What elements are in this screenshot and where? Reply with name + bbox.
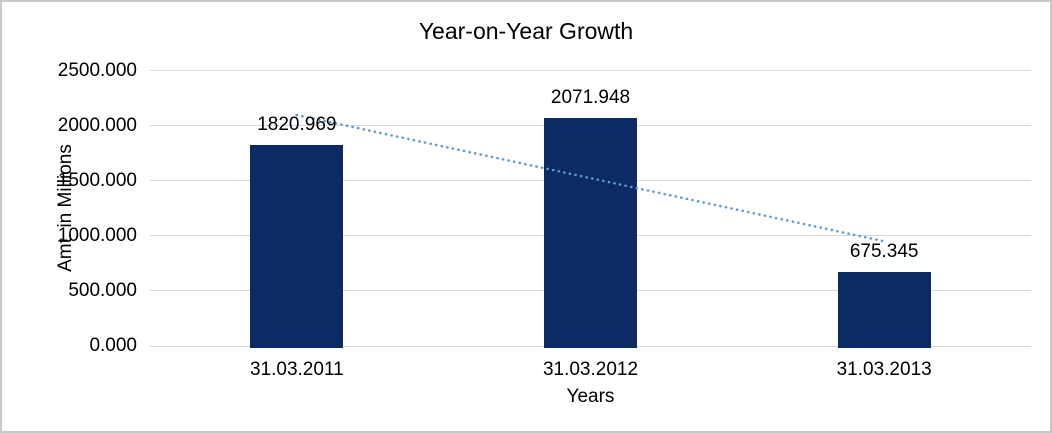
x-axis-title: Years <box>566 386 615 407</box>
y-tick-label: 2000.000 <box>57 114 137 136</box>
y-tick-label: 2500.000 <box>57 59 137 81</box>
bar <box>544 117 637 348</box>
x-tick-label: 31.03.2013 <box>836 359 932 380</box>
y-tick-label: 0.000 <box>89 335 137 356</box>
bar-value-label: 2071.948 <box>550 86 631 108</box>
x-tick-label: 31.03.2012 <box>542 359 639 380</box>
x-tick-label: 31.03.2011 <box>249 359 344 380</box>
chart-title: Year-on-Year Growth <box>418 18 634 44</box>
bar <box>837 271 931 348</box>
bar-value-label: 1820.969 <box>257 114 337 136</box>
gridline <box>150 70 1031 71</box>
y-tick-label: 1500.000 <box>57 169 137 191</box>
bar <box>250 145 344 348</box>
y-tick-label: 500.000 <box>68 279 137 301</box>
bar-value-label: 675.345 <box>849 240 919 262</box>
y-tick-label: 1000.000 <box>57 224 137 246</box>
